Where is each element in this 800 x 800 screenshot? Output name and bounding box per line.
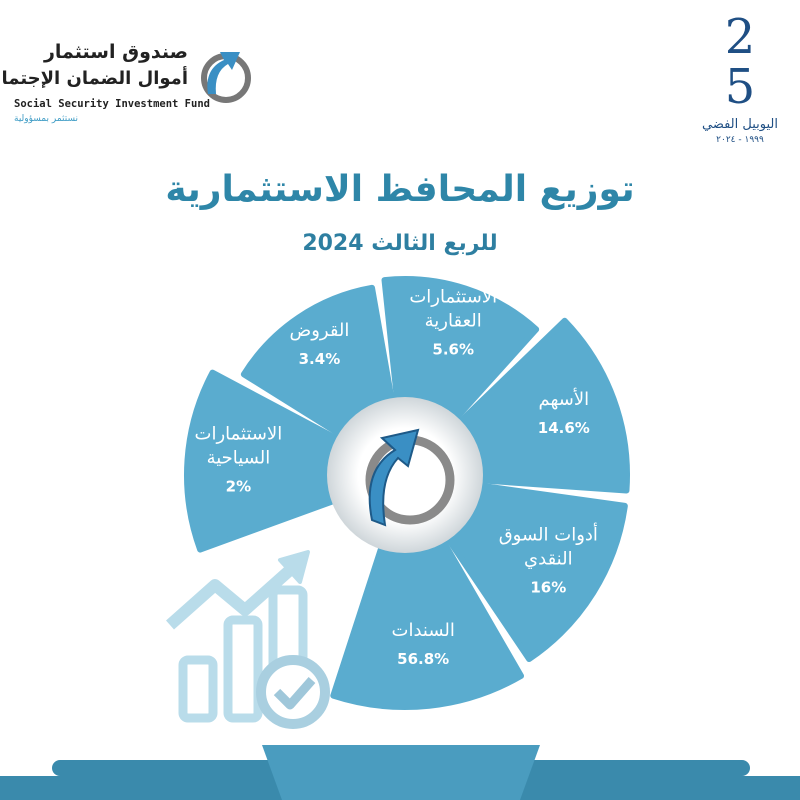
jubilee-numeral: 25 bbox=[724, 12, 756, 112]
logo-tagline: نستثمر بمسؤولية bbox=[14, 114, 79, 124]
segment-value-label: 5.6% bbox=[432, 341, 474, 359]
segment-value-label: 14.6% bbox=[538, 419, 590, 437]
center-logo-icon bbox=[365, 428, 455, 527]
logo-english-name: Social Security Investment Fund bbox=[14, 98, 210, 110]
segment-label-1: القروض 3.4% bbox=[289, 320, 349, 368]
segment-category-label: الأسهم bbox=[538, 388, 589, 410]
segment-label-3: الأسهم 14.6% bbox=[538, 388, 590, 437]
segment-category-label: السياحية bbox=[207, 447, 271, 468]
arrow-circle-logo-icon bbox=[201, 52, 251, 103]
segment-label-2: الاستثمارات العقارية 5.6% bbox=[409, 287, 497, 359]
page-subtitle: للربع الثالث 2024 bbox=[302, 231, 498, 256]
logo-arabic-line1: صندوق استثمار bbox=[43, 41, 188, 63]
silver-jubilee-logo: 25 اليوبيل الفضي ١٩٩٩ - ٢٠٢٤ bbox=[700, 12, 780, 167]
segment-label-4: أدوات السوق النقدي 16% bbox=[499, 523, 598, 597]
page-title: توزيع المحافظ الاستثمارية bbox=[165, 169, 635, 210]
growth-chart-icon bbox=[166, 550, 330, 729]
segment-value-label: 16% bbox=[530, 579, 566, 597]
segment-category-label: الاستثمارات bbox=[409, 287, 497, 308]
center-disc bbox=[327, 397, 483, 553]
segment-category-label: العقارية bbox=[425, 311, 482, 332]
jubilee-caption: اليوبيل الفضي bbox=[702, 117, 778, 132]
jubilee-years: ١٩٩٩ - ٢٠٢٤ bbox=[716, 135, 764, 145]
segment-value-label: 56.8% bbox=[397, 650, 449, 668]
segment-category-label: السندات bbox=[392, 620, 455, 641]
segment-category-label: الاستثمارات bbox=[195, 423, 283, 444]
segment-label-0: الاستثمارات السياحية 2% bbox=[195, 423, 283, 495]
segment-category-label: أدوات السوق bbox=[499, 523, 598, 546]
segment-category-label: النقدي bbox=[524, 549, 573, 570]
footer-band bbox=[0, 745, 800, 800]
segment-value-label: 3.4% bbox=[299, 350, 341, 368]
ssif-logo: صندوق استثمار أموال الضمان الإجتماعي Soc… bbox=[0, 40, 258, 130]
segment-category-label: القروض bbox=[289, 320, 349, 341]
logo-arabic-line2: أموال الضمان الإجتماعي bbox=[0, 68, 188, 89]
segment-value-label: 2% bbox=[226, 477, 251, 495]
segment-label-5: السندات 56.8% bbox=[392, 620, 455, 668]
